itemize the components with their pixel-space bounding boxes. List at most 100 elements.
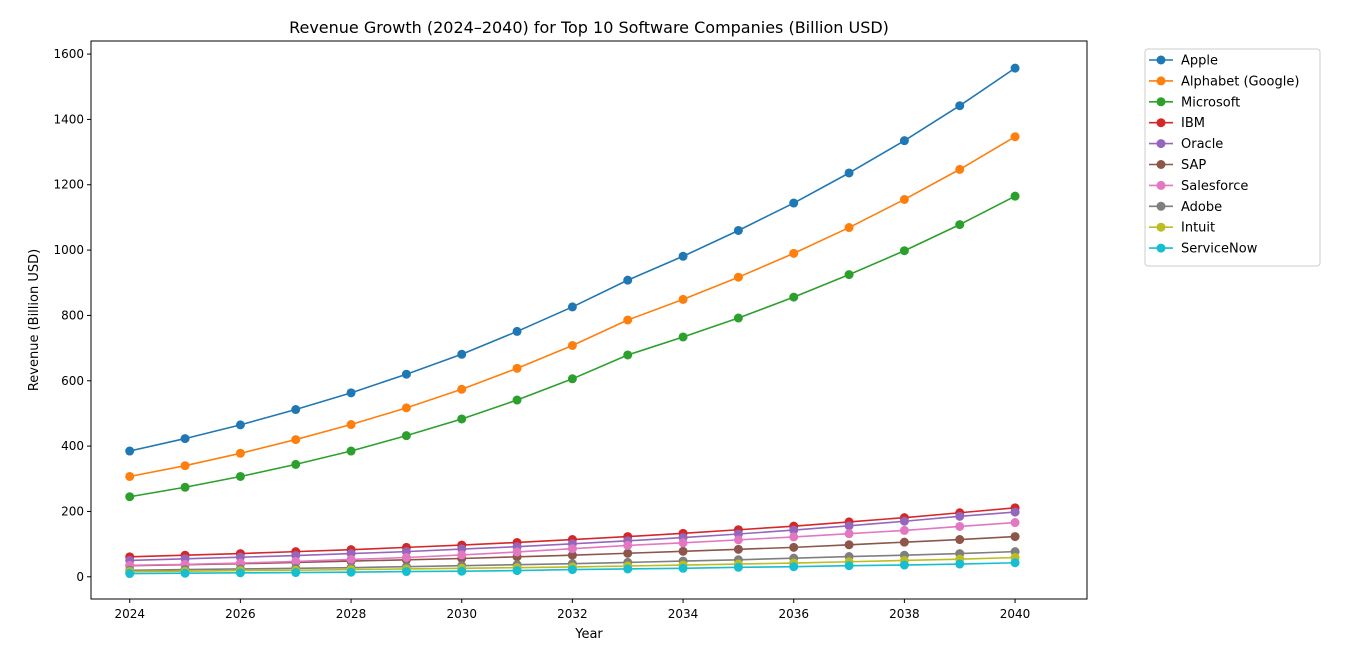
data-point — [180, 482, 190, 492]
x-tick-label: 2028 — [336, 607, 367, 621]
legend-label: Microsoft — [1181, 95, 1240, 110]
data-point — [567, 565, 577, 575]
legend-marker — [1156, 222, 1166, 232]
legend-marker — [1156, 76, 1166, 86]
data-point — [457, 384, 467, 394]
data-point — [125, 492, 135, 502]
data-point — [789, 532, 799, 542]
axes: 2024 2026 2028 2030 2032 2034 2036 2038 2040 0 200… — [53, 40, 1088, 621]
legend-marker — [1156, 243, 1166, 253]
data-point — [567, 340, 577, 350]
data-point — [346, 446, 356, 456]
data-point — [401, 567, 411, 577]
data-point — [291, 435, 301, 445]
data-point — [844, 561, 854, 571]
data-point — [291, 568, 301, 578]
legend-label: IBM — [1181, 116, 1205, 131]
data-point — [623, 315, 633, 325]
y-axis-title: Revenue (Billion USD) — [27, 249, 42, 391]
x-axis-title: Year — [574, 627, 603, 642]
data-point — [733, 562, 743, 572]
x-tick-label: 2040 — [1000, 607, 1031, 621]
y-tick-label: 0 — [76, 570, 84, 584]
data-point — [346, 554, 356, 564]
data-point — [678, 563, 688, 573]
plot-area — [125, 63, 1020, 579]
y-tick-label: 1000 — [53, 243, 84, 257]
data-point — [678, 294, 688, 304]
data-point — [844, 521, 854, 531]
data-point — [291, 459, 301, 469]
data-point — [401, 403, 411, 413]
data-point — [457, 349, 467, 359]
data-point — [789, 542, 799, 552]
legend-marker — [1156, 118, 1166, 128]
data-point — [457, 414, 467, 424]
y-tick-label: 1200 — [53, 178, 84, 192]
data-point — [1010, 558, 1020, 568]
data-point — [789, 198, 799, 208]
data-point — [733, 535, 743, 545]
data-point — [955, 559, 965, 569]
data-point — [512, 395, 522, 405]
data-point — [733, 544, 743, 554]
data-point — [955, 511, 965, 521]
y-tick-label: 1600 — [53, 47, 84, 61]
data-point — [1010, 191, 1020, 201]
data-point — [899, 246, 909, 256]
data-point — [235, 448, 245, 458]
data-point — [899, 537, 909, 547]
data-point — [678, 546, 688, 556]
data-point — [844, 529, 854, 539]
legend-marker — [1156, 160, 1166, 169]
data-point — [180, 434, 190, 444]
y-tick-label: 800 — [61, 308, 84, 322]
y-tick-label: 200 — [61, 504, 84, 518]
data-point — [789, 562, 799, 572]
legend-entry: IBM — [1149, 116, 1205, 131]
data-point — [899, 516, 909, 526]
data-point — [291, 556, 301, 566]
data-point — [733, 313, 743, 323]
data-point — [346, 420, 356, 430]
legend: Apple Alphabet (Google) Microsoft IBM Oracle… — [1144, 48, 1321, 267]
data-point — [567, 302, 577, 312]
y-tick-label: 1400 — [53, 112, 84, 126]
data-point — [623, 275, 633, 285]
data-point — [623, 564, 633, 574]
data-point — [955, 101, 965, 111]
data-point — [567, 374, 577, 384]
legend-marker — [1156, 139, 1166, 149]
data-point — [401, 431, 411, 441]
legend-label: ServiceNow — [1181, 242, 1258, 257]
data-point — [235, 568, 245, 578]
x-tick-label: 2026 — [225, 607, 256, 621]
legend-entry: Microsoft — [1149, 95, 1240, 110]
data-point — [733, 272, 743, 282]
data-point — [623, 350, 633, 360]
data-point — [678, 251, 688, 261]
legend-entry: ServiceNow — [1149, 242, 1258, 257]
data-point — [789, 248, 799, 258]
legend-entry: Adobe — [1149, 200, 1222, 215]
data-point — [125, 471, 135, 481]
legend-label: Alphabet (Google) — [1181, 74, 1299, 89]
data-point — [457, 550, 467, 560]
data-point — [789, 292, 799, 302]
data-point — [899, 560, 909, 570]
legend-marker — [1156, 180, 1166, 190]
chart-title: Revenue Growth (2024–2040) for Top 10 So… — [289, 18, 889, 37]
legend-label: Intuit — [1181, 221, 1215, 236]
data-point — [678, 332, 688, 342]
data-point — [1010, 63, 1020, 73]
legend-entry: Alphabet (Google) — [1149, 74, 1299, 89]
x-tick-label: 2034 — [668, 607, 699, 621]
data-point — [899, 194, 909, 204]
x-tick-label: 2036 — [778, 607, 809, 621]
x-tick-label: 2030 — [446, 607, 477, 621]
data-point — [457, 566, 467, 576]
x-tick-label: 2024 — [114, 607, 145, 621]
data-point — [291, 405, 301, 415]
series-servicenow — [125, 558, 1020, 579]
